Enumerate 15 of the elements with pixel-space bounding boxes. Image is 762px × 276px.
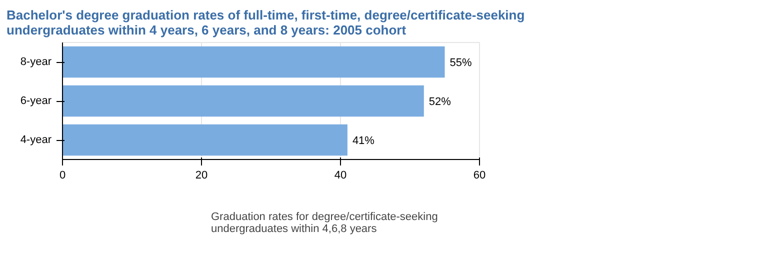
x-tick-label: 40 <box>334 170 347 182</box>
y-tick-label: 6-year <box>20 95 52 107</box>
x-tick-label: 20 <box>195 170 208 182</box>
bar <box>62 85 424 117</box>
data-label: 52% <box>428 96 452 108</box>
x-tick-label: 0 <box>59 170 66 182</box>
bar <box>62 46 445 78</box>
data-label: 55% <box>450 57 472 69</box>
x-tick-label: 60 <box>473 170 486 182</box>
data-label: 41% <box>352 135 375 147</box>
y-tick-label: 4-year <box>20 134 52 146</box>
text: Graduation rates for degree/certificate-seeking undergraduates within 4,6,8 years <box>211 211 438 235</box>
bar <box>62 124 348 156</box>
chart-title: Bachelor's degree graduation rates of full-time, first-time, degree/certificate-seeking undergraduates within 4 years, 6 years, and 8 years: 2005 cohort <box>6 8 525 38</box>
y-tick-label: 8-year <box>20 56 52 68</box>
